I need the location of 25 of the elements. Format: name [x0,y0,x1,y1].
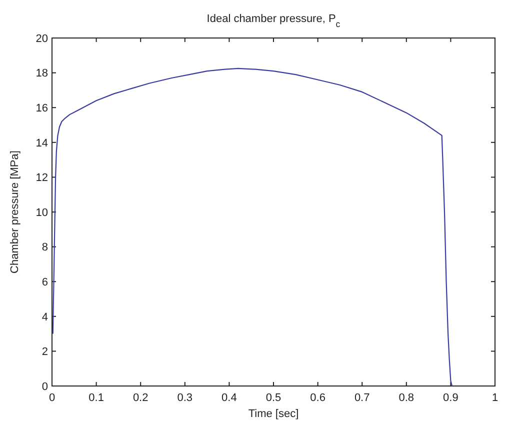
y-tick-label: 18 [36,68,48,80]
line-series [52,68,453,387]
y-tick-label: 6 [42,276,48,288]
x-tick-label: 0.4 [222,392,237,404]
x-tick-label: 0.2 [132,392,148,404]
y-tick-label: 12 [36,172,48,184]
x-axis-title: Time [sec] [248,408,299,420]
x-tick-label: 0.9 [443,392,458,404]
y-axis-title: Chamber pressure [MPa] [9,150,21,274]
y-tick-label: 16 [36,102,48,114]
y-tick-label: 4 [42,311,48,324]
y-tick-label: 8 [42,242,48,254]
x-tick-label: 0.6 [310,392,326,404]
y-tick-label: 0 [42,380,48,393]
x-tick-label: 0.1 [88,392,104,404]
y-tick-label: 2 [42,346,48,358]
x-tick-label: 0.8 [398,392,414,404]
x-tick-label: 1 [492,392,498,404]
chart-title: Ideal chamber pressure, P$_{c}$ [206,13,341,29]
x-tick-label: 0.3 [177,392,193,404]
x-tick-label: 0.7 [354,392,370,404]
y-tick-label: 20 [36,32,48,45]
y-tick-label: 10 [36,206,48,219]
y-tick-label: 14 [36,137,48,150]
x-tick-label: 0.5 [266,392,282,404]
